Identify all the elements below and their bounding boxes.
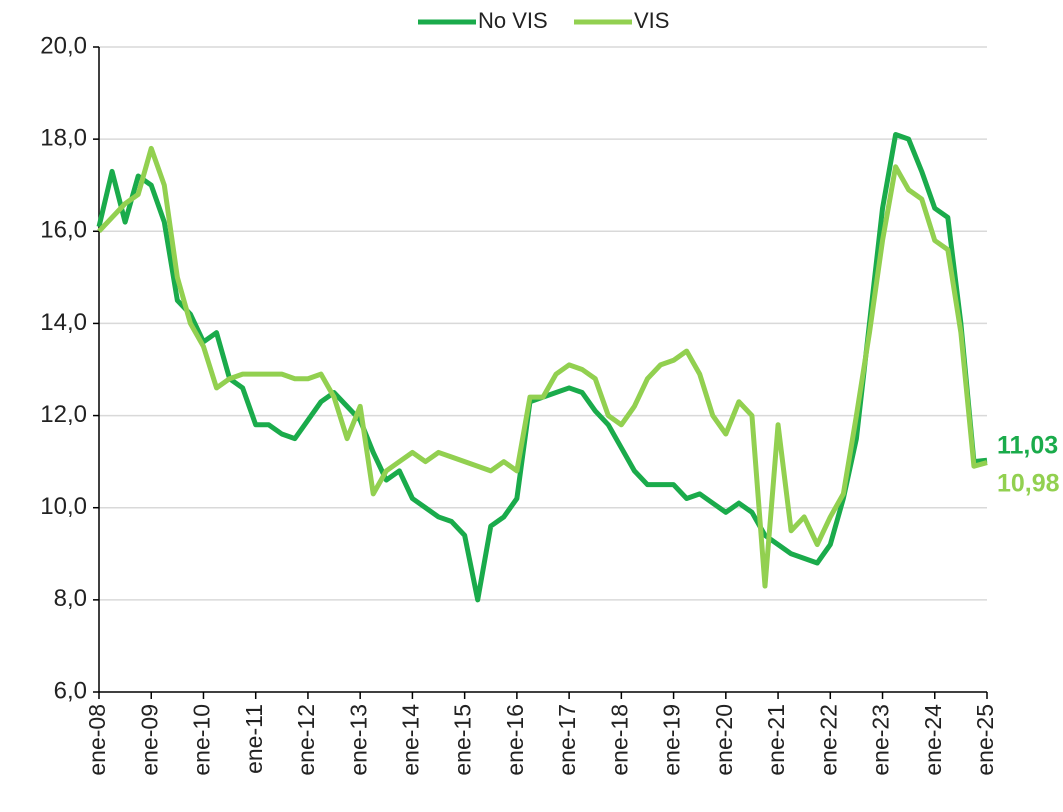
x-tick-label: ene-19	[659, 704, 685, 776]
y-tick-label: 16,0	[40, 217, 87, 244]
y-tick-label: 8,0	[54, 585, 87, 612]
x-tick-label: ene-23	[868, 704, 894, 776]
y-tick-label: 12,0	[40, 401, 87, 428]
y-tick-label: 10,0	[40, 493, 87, 520]
y-tick-label: 6,0	[54, 677, 87, 704]
x-tick-label: ene-12	[293, 704, 319, 776]
x-tick-label: ene-17	[554, 704, 580, 776]
x-tick-label: ene-18	[606, 704, 632, 776]
x-tick-label: ene-25	[972, 704, 998, 776]
series-line	[97, 145, 988, 589]
legend-label: VIS	[634, 8, 669, 33]
data-label: 10,98	[997, 470, 1060, 498]
y-tick-label: 20,0	[40, 32, 87, 59]
x-tick-label: ene-24	[920, 704, 946, 776]
x-tick-label: ene-09	[136, 704, 162, 776]
x-tick-label: ene-16	[502, 704, 528, 776]
series-line	[96, 132, 988, 603]
x-tick-label: ene-13	[345, 704, 371, 776]
x-tick-label: ene-21	[763, 704, 789, 776]
x-tick-label: ene-10	[189, 704, 215, 776]
data-label: 11,03	[997, 432, 1058, 460]
x-tick-label: ene-22	[815, 704, 841, 776]
y-tick-label: 18,0	[40, 124, 87, 151]
y-tick-label: 14,0	[40, 309, 87, 336]
x-tick-label: ene-15	[450, 704, 476, 776]
x-tick-label: ene-08	[84, 704, 110, 776]
legend-label: No VIS	[478, 8, 548, 33]
x-tick-label: ene-11	[241, 704, 267, 774]
x-tick-label: ene-20	[711, 704, 737, 776]
x-tick-label: ene-14	[397, 704, 423, 776]
